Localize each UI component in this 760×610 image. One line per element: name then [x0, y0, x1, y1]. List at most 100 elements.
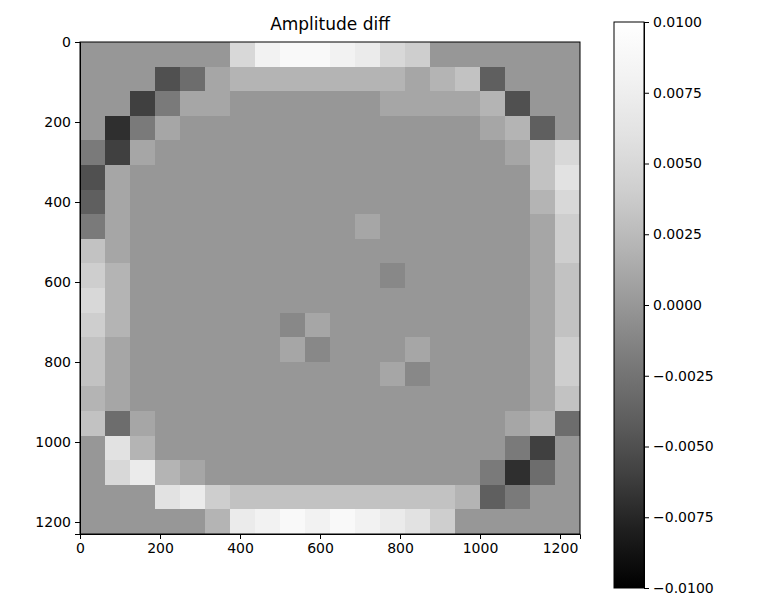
tick-label: 0.0025	[653, 226, 702, 242]
cell	[405, 460, 431, 485]
cell	[555, 509, 580, 534]
cell	[405, 67, 431, 92]
tick-label: −0.0025	[653, 368, 714, 384]
cell	[480, 313, 506, 338]
cell	[105, 288, 131, 313]
cell	[230, 165, 256, 190]
cell	[380, 362, 406, 387]
cell	[205, 190, 231, 215]
cell	[380, 313, 406, 338]
cell	[455, 42, 481, 67]
cell	[130, 165, 156, 190]
tick-mark	[644, 376, 649, 377]
cell	[505, 214, 531, 239]
cell	[505, 42, 531, 67]
cell	[280, 485, 306, 510]
cell	[255, 42, 281, 67]
cell	[555, 386, 580, 411]
title: Amplitude diff	[270, 14, 391, 34]
tick-mark	[644, 234, 649, 235]
cell	[230, 362, 256, 387]
cell	[105, 42, 131, 67]
cell	[455, 165, 481, 190]
tick-mark	[75, 122, 80, 123]
cell	[255, 509, 281, 534]
cell	[130, 214, 156, 239]
cell	[105, 190, 131, 215]
cell	[280, 214, 306, 239]
cell	[430, 337, 456, 362]
cell	[305, 239, 331, 264]
tick: 800	[44, 354, 80, 370]
colorbar-axis: −0.0100−0.0075−0.0050−0.00250.00000.0025…	[644, 14, 714, 596]
cell	[380, 411, 406, 436]
cell	[130, 91, 156, 116]
cell	[480, 436, 506, 461]
cell	[405, 362, 431, 387]
cell	[205, 140, 231, 165]
cell	[380, 263, 406, 288]
cell	[255, 460, 281, 485]
cell	[155, 460, 181, 485]
cell	[230, 214, 256, 239]
cell	[130, 460, 156, 485]
cell	[230, 313, 256, 338]
cell	[405, 116, 431, 141]
cell	[80, 288, 106, 313]
cell	[480, 386, 506, 411]
tick-label: 0.0075	[653, 85, 702, 101]
cell	[130, 313, 156, 338]
tick-mark	[644, 447, 649, 448]
cell	[430, 386, 456, 411]
cell	[530, 436, 556, 461]
cell	[405, 140, 431, 165]
cell	[255, 165, 281, 190]
cell	[405, 509, 431, 534]
cell	[205, 386, 231, 411]
cell	[430, 91, 456, 116]
cell	[555, 91, 580, 116]
tick-label: −0.0100	[653, 580, 714, 596]
cell	[255, 91, 281, 116]
cell	[180, 386, 206, 411]
cell	[455, 190, 481, 215]
cell	[330, 190, 356, 215]
cell	[555, 337, 580, 362]
cell	[255, 288, 281, 313]
tick: 0.0075	[644, 85, 702, 101]
cell	[130, 42, 156, 67]
tick-label: 1200	[543, 540, 579, 556]
cell	[555, 313, 580, 338]
cell	[355, 263, 381, 288]
cell	[230, 116, 256, 141]
cell	[305, 165, 331, 190]
cell	[105, 214, 131, 239]
cell	[205, 436, 231, 461]
cell	[280, 165, 306, 190]
cell	[305, 485, 331, 510]
cell	[555, 239, 580, 264]
tick-mark	[560, 534, 561, 539]
tick: 0.0025	[644, 226, 702, 242]
cell	[255, 436, 281, 461]
cell	[255, 140, 281, 165]
cell	[330, 42, 356, 67]
tick-mark	[75, 522, 80, 523]
cell	[205, 67, 231, 92]
cell	[230, 190, 256, 215]
cell	[80, 386, 106, 411]
tick-label: −0.0050	[653, 438, 714, 454]
cell	[280, 509, 306, 534]
cell	[230, 239, 256, 264]
cell	[80, 436, 106, 461]
tick: 600	[44, 274, 80, 290]
tick-label: 1000	[463, 540, 499, 556]
cell	[305, 337, 331, 362]
cell	[355, 140, 381, 165]
cell	[530, 313, 556, 338]
tick: 0.0050	[644, 155, 702, 171]
cell	[530, 116, 556, 141]
cell	[430, 411, 456, 436]
cell	[480, 239, 506, 264]
cell	[480, 460, 506, 485]
